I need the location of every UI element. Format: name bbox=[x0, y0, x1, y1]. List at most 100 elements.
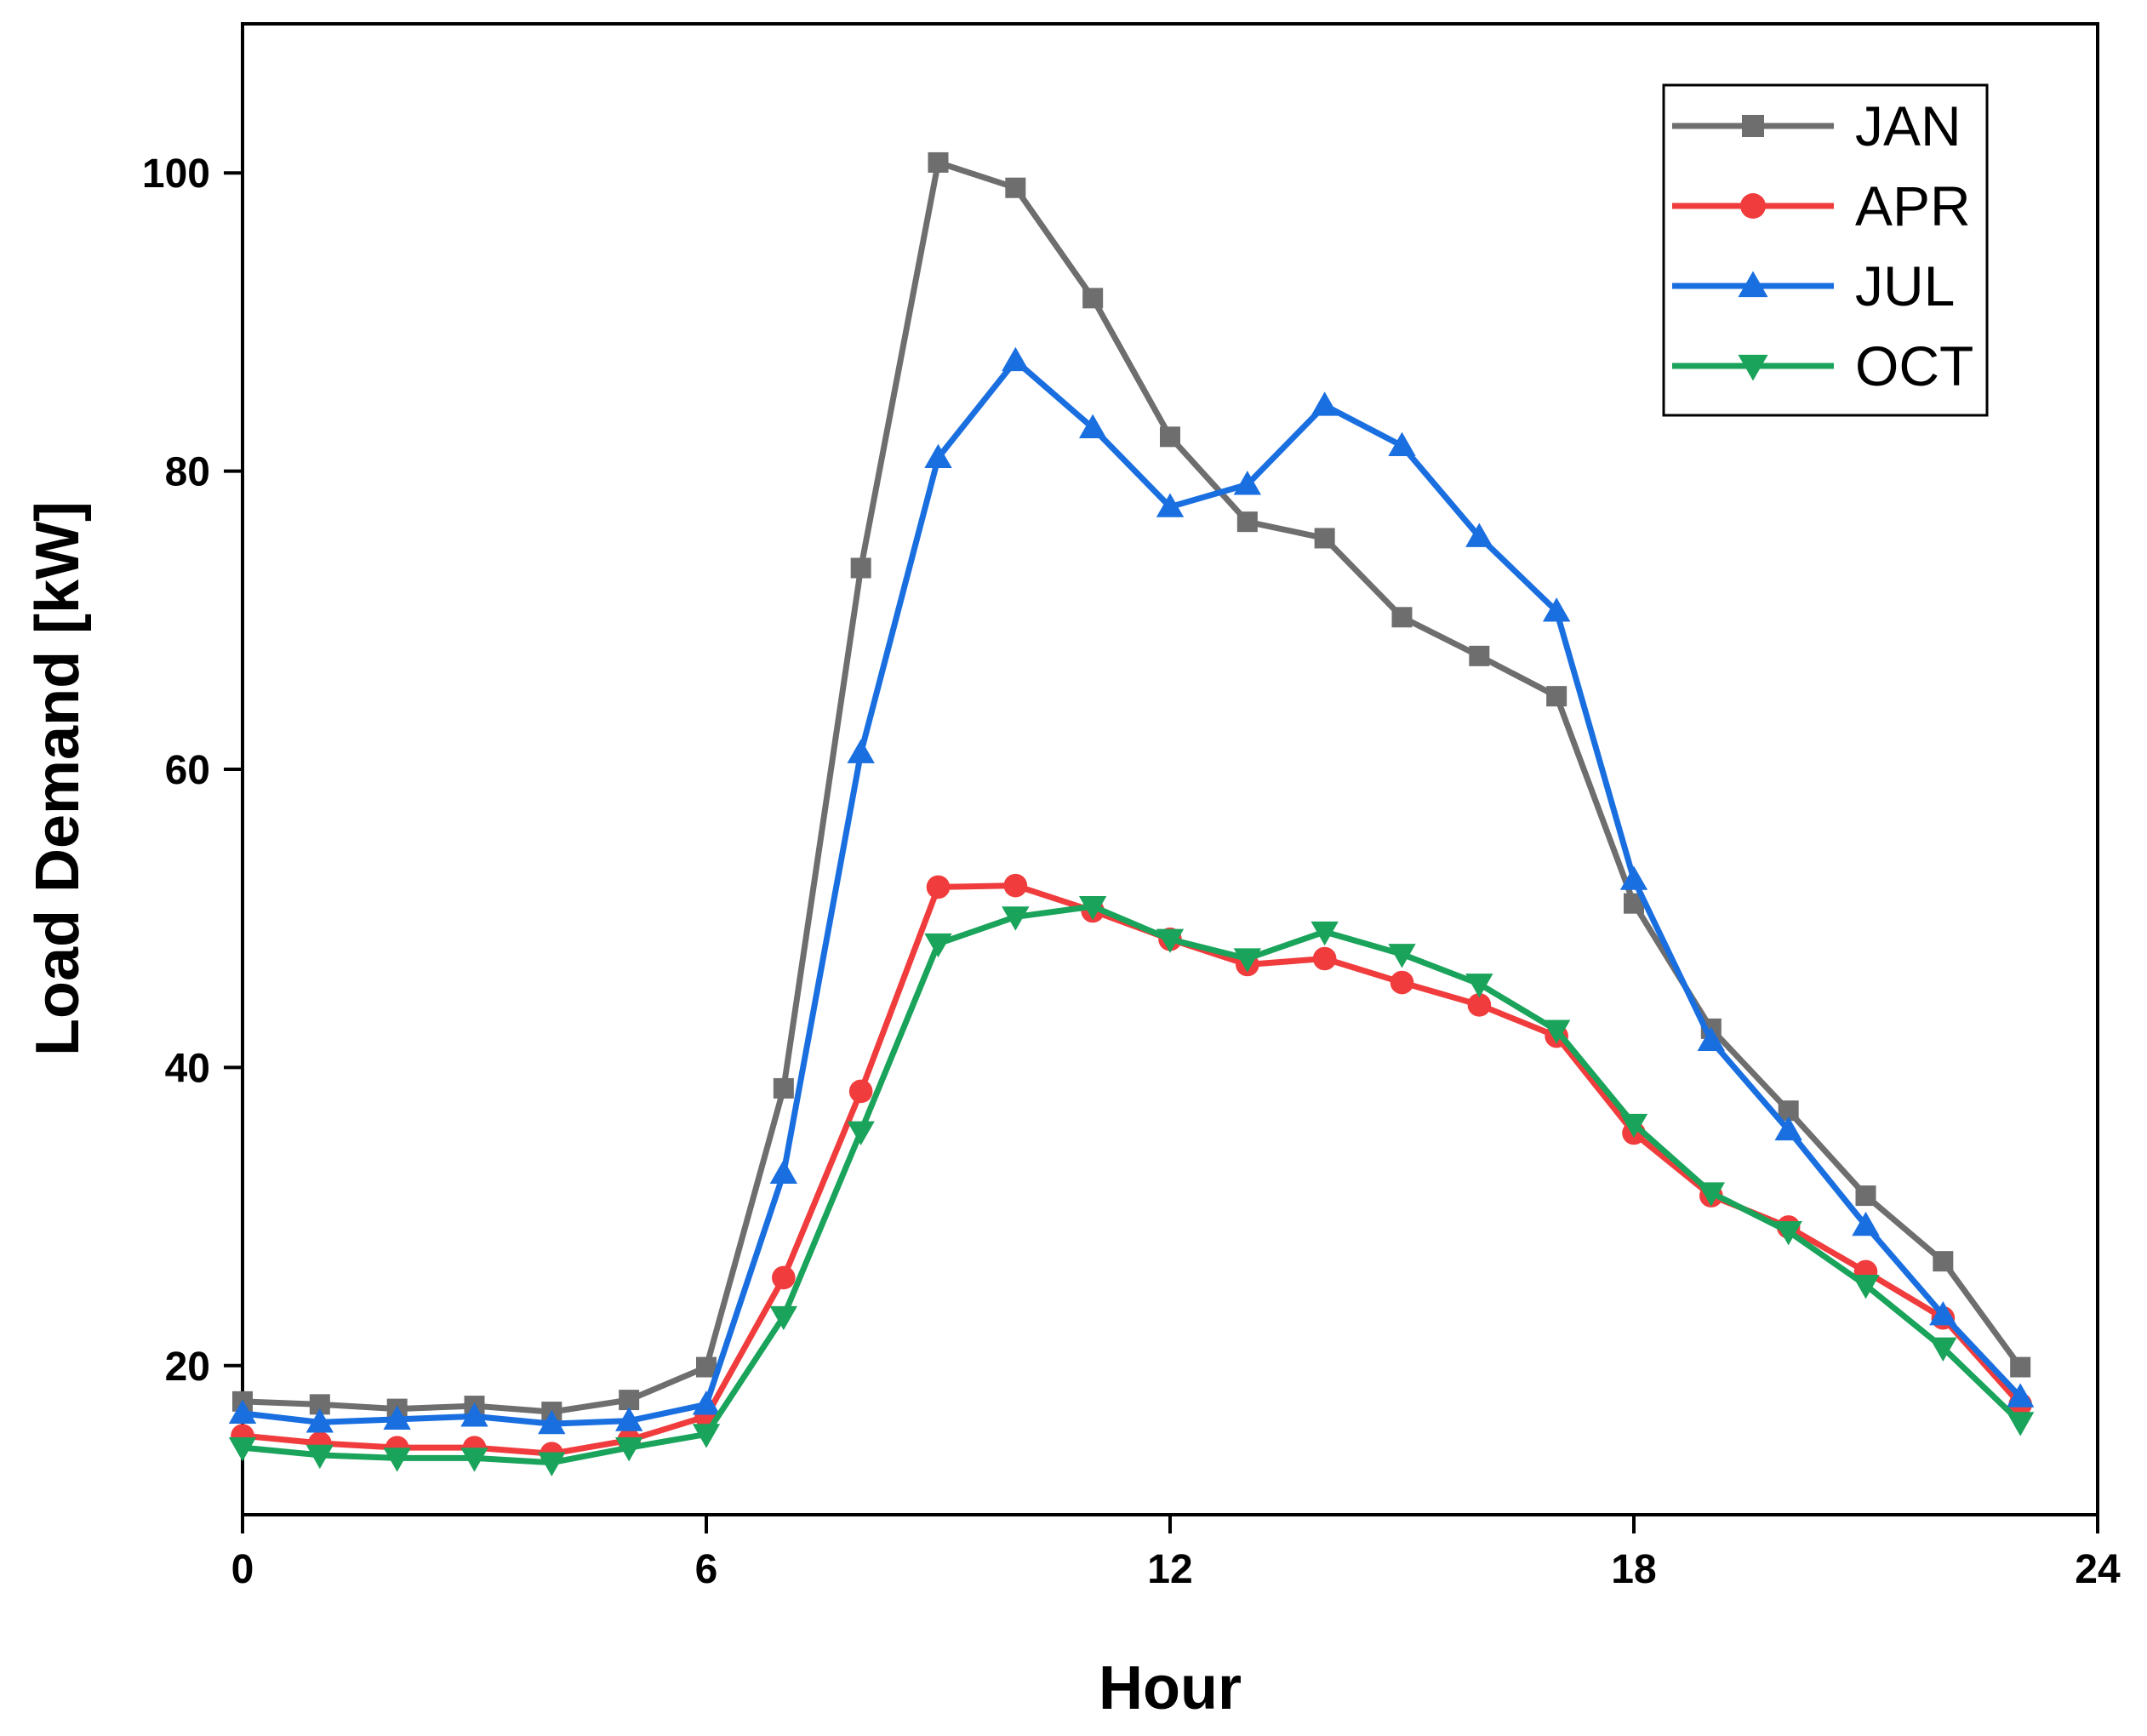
data-point-jul bbox=[1310, 391, 1339, 416]
legend-label: APR bbox=[1855, 174, 1971, 237]
data-point-jul bbox=[383, 1405, 411, 1430]
y-axis-title: Load Demand [kW] bbox=[24, 501, 92, 1056]
legend-marker bbox=[1742, 115, 1764, 137]
data-point-jul bbox=[692, 1391, 721, 1415]
data-point-apr bbox=[1003, 873, 1028, 898]
data-point-jul bbox=[305, 1408, 334, 1433]
data-point-jul bbox=[460, 1402, 488, 1427]
data-point-jan bbox=[1082, 288, 1104, 309]
data-point-apr bbox=[1390, 970, 1414, 995]
legend-box bbox=[1662, 83, 1989, 417]
series-line-apr bbox=[242, 882, 2023, 1457]
data-point-jan bbox=[1855, 1185, 1876, 1207]
data-point-oct bbox=[460, 1448, 488, 1472]
data-point-jul bbox=[1233, 471, 1262, 495]
data-point-oct bbox=[228, 1437, 257, 1462]
x-axis-title: Hour bbox=[1099, 1654, 1242, 1722]
data-point-jul bbox=[1697, 1026, 1726, 1052]
data-point-oct bbox=[692, 1424, 721, 1448]
data-point-jul bbox=[228, 1399, 257, 1425]
data-point-jan bbox=[1469, 645, 1490, 666]
data-point-oct bbox=[305, 1444, 334, 1470]
data-point-jul bbox=[1156, 493, 1185, 517]
data-point-jul bbox=[1852, 1211, 1880, 1236]
data-point-jan bbox=[1391, 607, 1413, 628]
data-point-oct bbox=[847, 1121, 875, 1145]
data-point-jan bbox=[850, 557, 871, 579]
data-point-jan bbox=[2010, 1356, 2031, 1378]
x-tick-label: 18 bbox=[1611, 1547, 1656, 1592]
legend-item-jul: JUL bbox=[1672, 254, 1955, 317]
series-line-jul bbox=[242, 357, 2023, 1427]
x-tick-label: 0 bbox=[231, 1547, 254, 1592]
data-point-jan bbox=[1314, 528, 1335, 549]
legend-item-jan: JAN bbox=[1672, 94, 1961, 157]
data-point-jan bbox=[619, 1390, 640, 1411]
series-oct bbox=[228, 896, 2035, 1476]
legend-item-oct: OCT bbox=[1672, 334, 1973, 397]
data-point-jan bbox=[1546, 686, 1567, 707]
x-axis: 0 6 12 18 24 bbox=[231, 1515, 2121, 1592]
data-point-jul bbox=[1774, 1116, 1802, 1141]
data-point-jul bbox=[1388, 431, 1416, 456]
data-point-jul bbox=[1002, 346, 1030, 372]
data-point-oct bbox=[769, 1305, 798, 1331]
series-line-jan bbox=[242, 159, 2023, 1415]
data-point-oct bbox=[1310, 921, 1339, 946]
data-point-apr bbox=[926, 875, 951, 899]
legend-marker bbox=[1738, 354, 1768, 381]
series-layer bbox=[228, 151, 2035, 1476]
data-point-jul bbox=[538, 1409, 566, 1435]
y-axis: 20 40 60 80 100 bbox=[142, 151, 243, 1390]
data-point-oct bbox=[1465, 974, 1493, 998]
data-point-jul bbox=[614, 1407, 643, 1431]
data-point-oct bbox=[1542, 1019, 1571, 1044]
y-tick-label: 80 bbox=[165, 450, 210, 495]
legend-label: OCT bbox=[1855, 334, 1973, 397]
data-point-oct bbox=[1002, 906, 1030, 931]
legend-item-apr: APR bbox=[1672, 174, 1971, 237]
series-jul bbox=[228, 346, 2035, 1435]
x-tick-label: 6 bbox=[695, 1547, 718, 1592]
data-point-oct bbox=[1619, 1113, 1648, 1139]
data-point-jul bbox=[2006, 1383, 2035, 1408]
data-point-apr bbox=[1312, 946, 1337, 971]
legend-marker bbox=[1738, 271, 1768, 298]
data-point-jan bbox=[773, 1077, 794, 1099]
y-tick-label: 20 bbox=[165, 1345, 210, 1390]
data-point-apr bbox=[772, 1265, 796, 1290]
data-point-jul bbox=[1078, 414, 1107, 438]
data-point-oct bbox=[1233, 948, 1262, 973]
data-point-jan bbox=[1160, 426, 1180, 448]
data-point-jul bbox=[847, 739, 875, 763]
series-line-oct bbox=[242, 903, 2023, 1466]
data-point-jul bbox=[924, 443, 952, 468]
y-tick-label: 100 bbox=[142, 151, 210, 197]
data-point-oct bbox=[1697, 1182, 1726, 1207]
data-point-apr bbox=[1467, 993, 1492, 1017]
legend: JAN APR JUL OCT bbox=[1662, 83, 1989, 417]
x-tick-label: 24 bbox=[2075, 1547, 2121, 1592]
data-point-jan bbox=[1005, 177, 1026, 198]
data-point-jul bbox=[1542, 597, 1571, 622]
series-apr bbox=[231, 873, 2032, 1465]
data-point-oct bbox=[2006, 1412, 2035, 1436]
x-tick-label: 12 bbox=[1147, 1547, 1192, 1592]
data-point-jan bbox=[1933, 1251, 1954, 1272]
data-point-oct bbox=[1774, 1220, 1802, 1246]
data-point-jan bbox=[696, 1356, 717, 1378]
data-point-oct bbox=[1929, 1337, 1957, 1362]
y-tick-label: 40 bbox=[165, 1046, 210, 1091]
legend-label: JUL bbox=[1855, 254, 1955, 317]
data-point-jan bbox=[1236, 511, 1258, 533]
data-point-oct bbox=[383, 1448, 411, 1472]
data-point-oct bbox=[1078, 896, 1107, 921]
data-point-apr bbox=[848, 1079, 873, 1104]
data-point-oct bbox=[614, 1437, 643, 1462]
data-point-jul bbox=[1465, 523, 1493, 547]
data-point-oct bbox=[1852, 1275, 1880, 1299]
data-point-jul bbox=[769, 1159, 798, 1184]
y-tick-label: 60 bbox=[165, 748, 210, 793]
data-point-jul bbox=[1619, 865, 1648, 890]
